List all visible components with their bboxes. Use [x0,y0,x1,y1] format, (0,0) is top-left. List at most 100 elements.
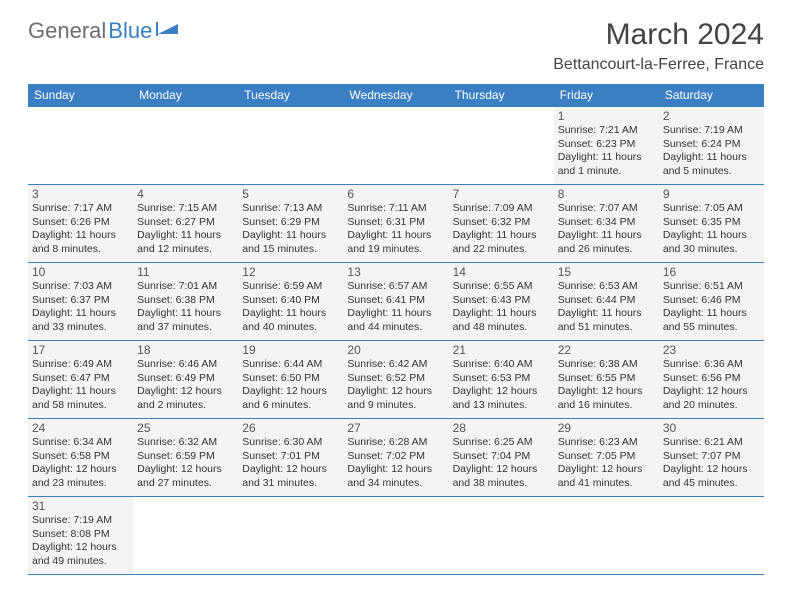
calendar-cell: 21Sunrise: 6:40 AMSunset: 6:53 PMDayligh… [449,341,554,419]
day-number: 9 [663,187,760,201]
calendar-cell: 31Sunrise: 7:19 AMSunset: 8:08 PMDayligh… [28,497,133,575]
calendar-cell: 6Sunrise: 7:11 AMSunset: 6:31 PMDaylight… [343,185,448,263]
calendar-cell: 29Sunrise: 6:23 AMSunset: 7:05 PMDayligh… [554,419,659,497]
calendar-page: GeneralBlue March 2024 Bettancourt-la-Fe… [0,0,792,587]
daylight-line: Daylight: 12 hours and 31 minutes. [242,463,339,490]
sunset-line: Sunset: 7:01 PM [242,450,339,464]
sunset-line: Sunset: 6:32 PM [453,216,550,230]
sunrise-line: Sunrise: 6:28 AM [347,436,444,450]
sunset-line: Sunset: 6:26 PM [32,216,129,230]
sunset-line: Sunset: 6:23 PM [558,138,655,152]
sunrise-line: Sunrise: 7:03 AM [32,280,129,294]
calendar-cell: 2Sunrise: 7:19 AMSunset: 6:24 PMDaylight… [659,107,764,185]
daylight-line: Daylight: 11 hours and 30 minutes. [663,229,760,256]
calendar-cell-empty [133,107,238,185]
sunset-line: Sunset: 6:27 PM [137,216,234,230]
calendar-cell: 20Sunrise: 6:42 AMSunset: 6:52 PMDayligh… [343,341,448,419]
calendar-cell-empty [449,497,554,575]
sunrise-line: Sunrise: 7:13 AM [242,202,339,216]
daylight-line: Daylight: 12 hours and 6 minutes. [242,385,339,412]
daylight-line: Daylight: 12 hours and 49 minutes. [32,541,129,568]
sunrise-line: Sunrise: 6:23 AM [558,436,655,450]
sunrise-line: Sunrise: 7:07 AM [558,202,655,216]
month-title: March 2024 [553,18,764,52]
calendar-cell: 30Sunrise: 6:21 AMSunset: 7:07 PMDayligh… [659,419,764,497]
sunrise-line: Sunrise: 7:19 AM [663,124,760,138]
calendar-thead: SundayMondayTuesdayWednesdayThursdayFrid… [28,84,764,107]
day-number: 30 [663,421,760,435]
sunset-line: Sunset: 6:24 PM [663,138,760,152]
daylight-line: Daylight: 11 hours and 15 minutes. [242,229,339,256]
calendar-cell-empty [238,497,343,575]
calendar-row: 3Sunrise: 7:17 AMSunset: 6:26 PMDaylight… [28,185,764,263]
sunset-line: Sunset: 6:34 PM [558,216,655,230]
sunrise-line: Sunrise: 6:53 AM [558,280,655,294]
calendar-cell: 24Sunrise: 6:34 AMSunset: 6:58 PMDayligh… [28,419,133,497]
daylight-line: Daylight: 11 hours and 44 minutes. [347,307,444,334]
sunrise-line: Sunrise: 7:05 AM [663,202,760,216]
day-header: Saturday [659,84,764,107]
day-header: Sunday [28,84,133,107]
daylight-line: Daylight: 11 hours and 51 minutes. [558,307,655,334]
day-number: 14 [453,265,550,279]
day-header: Wednesday [343,84,448,107]
calendar-row: 31Sunrise: 7:19 AMSunset: 8:08 PMDayligh… [28,497,764,575]
daylight-line: Daylight: 11 hours and 58 minutes. [32,385,129,412]
sunset-line: Sunset: 6:58 PM [32,450,129,464]
day-number: 21 [453,343,550,357]
calendar-cell-empty [343,107,448,185]
daylight-line: Daylight: 11 hours and 12 minutes. [137,229,234,256]
calendar-cell: 18Sunrise: 6:46 AMSunset: 6:49 PMDayligh… [133,341,238,419]
calendar-cell-empty [343,497,448,575]
daylight-line: Daylight: 11 hours and 55 minutes. [663,307,760,334]
daylight-line: Daylight: 11 hours and 37 minutes. [137,307,234,334]
calendar-cell-empty [449,107,554,185]
daylight-line: Daylight: 12 hours and 38 minutes. [453,463,550,490]
daylight-line: Daylight: 11 hours and 22 minutes. [453,229,550,256]
day-number: 4 [137,187,234,201]
day-number: 31 [32,499,129,513]
calendar-cell: 22Sunrise: 6:38 AMSunset: 6:55 PMDayligh… [554,341,659,419]
sunset-line: Sunset: 6:56 PM [663,372,760,386]
sunrise-line: Sunrise: 7:09 AM [453,202,550,216]
day-header: Friday [554,84,659,107]
daylight-line: Daylight: 11 hours and 26 minutes. [558,229,655,256]
sunset-line: Sunset: 8:08 PM [32,528,129,542]
day-number: 25 [137,421,234,435]
calendar-table: SundayMondayTuesdayWednesdayThursdayFrid… [28,84,764,575]
calendar-cell: 25Sunrise: 6:32 AMSunset: 6:59 PMDayligh… [133,419,238,497]
day-number: 12 [242,265,339,279]
sunrise-line: Sunrise: 6:38 AM [558,358,655,372]
day-number: 24 [32,421,129,435]
sunrise-line: Sunrise: 6:36 AM [663,358,760,372]
calendar-cell: 9Sunrise: 7:05 AMSunset: 6:35 PMDaylight… [659,185,764,263]
sunset-line: Sunset: 6:49 PM [137,372,234,386]
day-number: 11 [137,265,234,279]
day-number: 17 [32,343,129,357]
calendar-cell: 5Sunrise: 7:13 AMSunset: 6:29 PMDaylight… [238,185,343,263]
calendar-cell: 28Sunrise: 6:25 AMSunset: 7:04 PMDayligh… [449,419,554,497]
sunrise-line: Sunrise: 6:42 AM [347,358,444,372]
daylight-line: Daylight: 11 hours and 40 minutes. [242,307,339,334]
day-number: 7 [453,187,550,201]
sunset-line: Sunset: 6:38 PM [137,294,234,308]
logo-blue: Blue [108,18,152,44]
daylight-line: Daylight: 12 hours and 45 minutes. [663,463,760,490]
day-number: 23 [663,343,760,357]
calendar-cell: 3Sunrise: 7:17 AMSunset: 6:26 PMDaylight… [28,185,133,263]
sunrise-line: Sunrise: 6:32 AM [137,436,234,450]
title-block: March 2024 Bettancourt-la-Ferree, France [553,18,764,74]
calendar-cell-empty [659,497,764,575]
day-number: 6 [347,187,444,201]
logo: GeneralBlue [28,18,180,44]
day-number: 16 [663,265,760,279]
sunset-line: Sunset: 6:40 PM [242,294,339,308]
calendar-row: 10Sunrise: 7:03 AMSunset: 6:37 PMDayligh… [28,263,764,341]
sunset-line: Sunset: 6:50 PM [242,372,339,386]
calendar-cell: 12Sunrise: 6:59 AMSunset: 6:40 PMDayligh… [238,263,343,341]
daylight-line: Daylight: 11 hours and 48 minutes. [453,307,550,334]
sunrise-line: Sunrise: 6:34 AM [32,436,129,450]
sunset-line: Sunset: 7:04 PM [453,450,550,464]
sunset-line: Sunset: 6:37 PM [32,294,129,308]
calendar-cell: 19Sunrise: 6:44 AMSunset: 6:50 PMDayligh… [238,341,343,419]
